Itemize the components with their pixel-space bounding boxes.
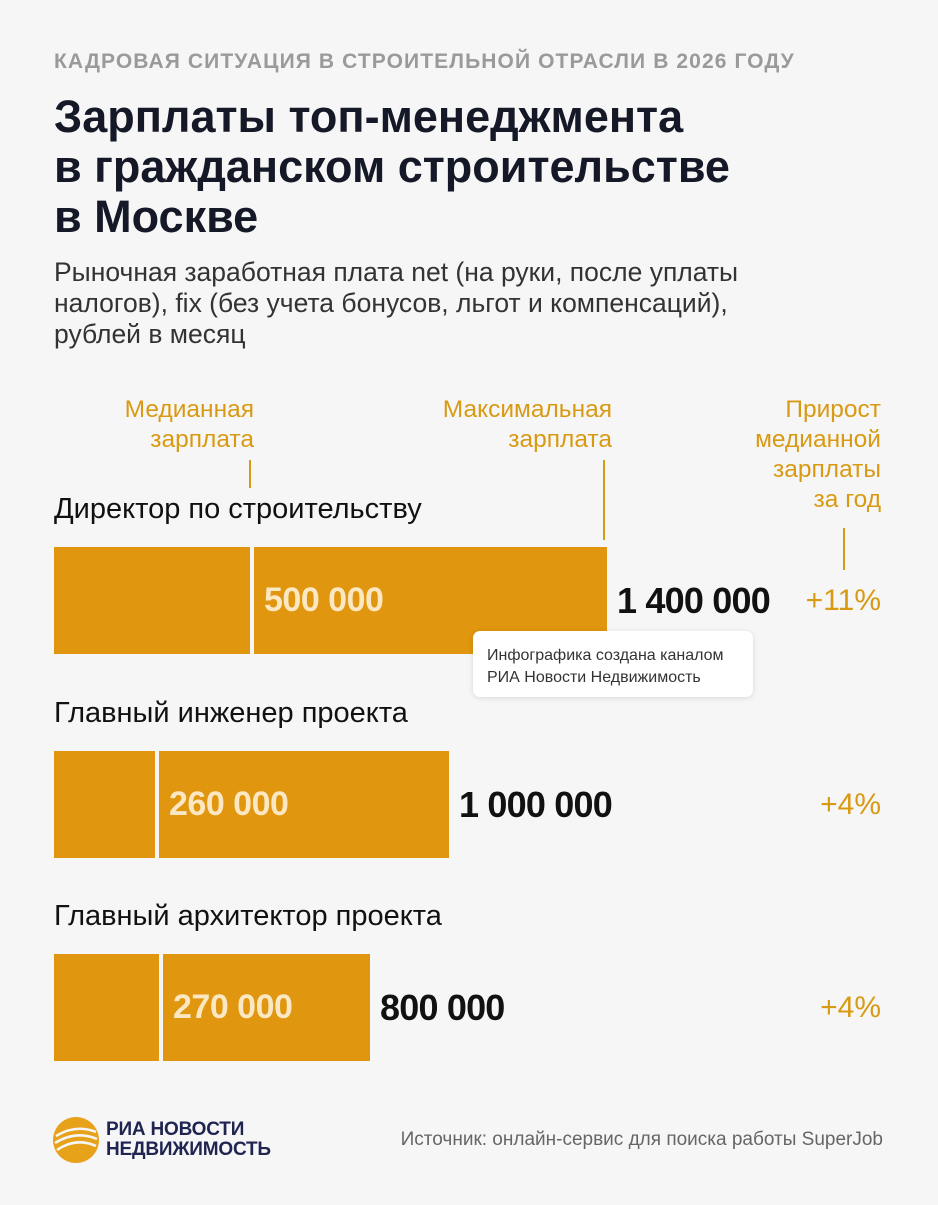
median-divider [159,954,163,1061]
subtitle-line: Рыночная заработная плата net (на руки, … [54,257,739,287]
growth-marker [843,528,845,570]
median-legend: Медианная зарплата [125,395,254,455]
growth-legend-line: Прирост [785,396,881,423]
max-value-label: 1 000 000 [459,784,613,825]
growth-value-label: +4% [820,991,881,1024]
page-title: Зарплаты топ-менеджмента в гражданском с… [54,92,914,242]
kicker: КАДРОВАЯ СИТУАЦИЯ В СТРОИТЕЛЬНОЙ ОТРАСЛИ… [54,50,795,73]
source-note: Источник: онлайн-сервис для поиска работ… [400,1129,883,1150]
growth-value-label: +4% [820,788,881,821]
title-line: в гражданском строительстве [54,141,730,192]
growth-legend-line: медианной [755,426,881,453]
bar-max-architect: 270 000 [54,954,370,1061]
max-legend-line: зарплата [508,426,612,453]
max-value-label: 1 400 000 [617,580,771,621]
subtitle: Рыночная заработная плата net (на руки, … [54,257,814,350]
median-value-label: 260 000 [169,785,289,823]
title-line: Зарплаты топ-менеджмента [54,91,684,142]
attribution-tooltip: Инфографика создана каналом РИА Новости … [473,631,753,697]
growth-legend-line: за год [813,486,881,513]
max-legend-line: Максимальная [442,396,612,423]
max-legend: Максимальная зарплата [443,395,612,455]
max-marker [603,460,605,540]
bar-max-engineer: 260 000 [54,751,449,858]
median-legend-line: зарплата [150,426,254,453]
max-value-label: 800 000 [380,987,505,1028]
row-title-engineer: Главный инженер проекта [54,697,408,729]
row-title-director: Директор по строительству [54,493,422,525]
median-value-label: 500 000 [264,581,384,619]
median-value-label: 270 000 [173,988,293,1026]
growth-legend: Прирост медианной зарплаты за год [755,395,881,515]
tooltip-line: РИА Новости Недвижимость [487,669,701,686]
row-title-architect: Главный архитектор проекта [54,900,442,932]
median-divider [250,547,254,654]
median-marker [249,460,251,488]
title-line: в Москве [54,191,259,242]
subtitle-line: рублей в месяц [54,319,246,349]
tooltip-line: Инфографика создана каналом [487,647,724,664]
logo-wordmark: РИА НОВОСТИ НЕДВИЖИМОСТЬ [106,1120,271,1160]
growth-legend-line: зарплаты [773,456,881,483]
growth-value-label: +11% [805,584,881,617]
ria-logo-icon [52,1116,100,1164]
logo-line: НЕДВИЖИМОСТЬ [106,1139,271,1160]
median-legend-line: Медианная [124,396,254,423]
median-divider [155,751,159,858]
logo-line: РИА НОВОСТИ [106,1119,245,1140]
bar-max-director: 500 000 [54,547,607,654]
subtitle-line: налогов), fix (без учета бонусов, льгот … [54,288,728,318]
